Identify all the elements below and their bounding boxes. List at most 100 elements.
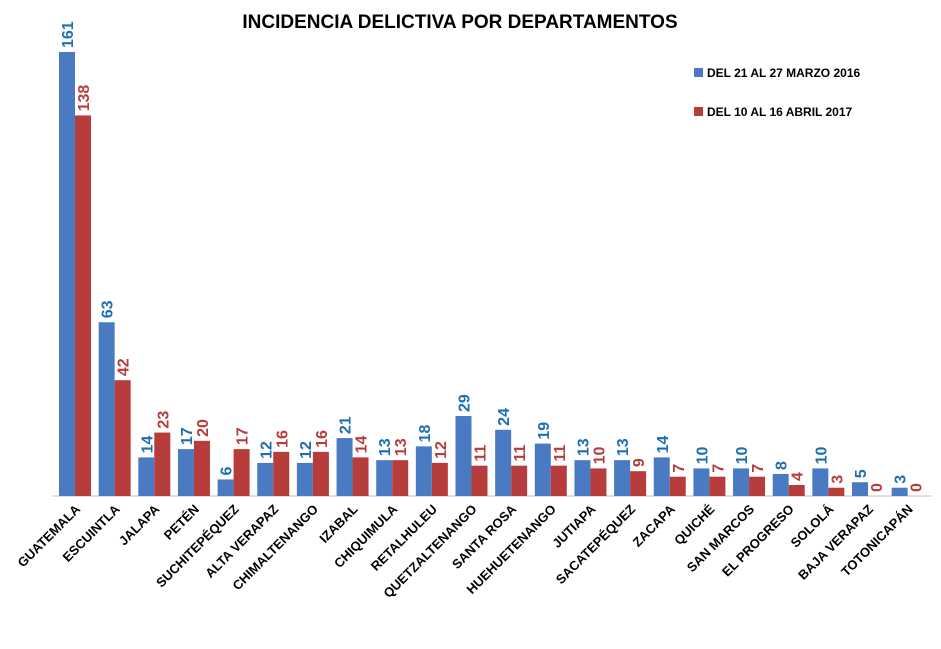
value-label-series-2-9: 12 — [433, 441, 450, 459]
bar-series-1-4 — [217, 479, 234, 496]
value-label-series-2-21: 0 — [909, 483, 926, 492]
chart-title: INCIDENCIA DELICTIVA POR DEPARTAMENTOS — [242, 12, 677, 33]
bar-series-1-3 — [177, 449, 194, 496]
bar-series-1-20 — [852, 482, 868, 496]
bar-series-2-16 — [709, 476, 726, 496]
category-labels-group: GUATEMALAESCUINTLAJALAPAPETÉNSUCHITEPÉQU… — [14, 501, 915, 601]
category-label-18: EL PROGRESO — [719, 502, 797, 580]
bar-series-1-5 — [257, 462, 274, 496]
value-label-series-2-13: 10 — [591, 447, 608, 465]
value-label-series-2-0: 138 — [76, 85, 93, 112]
bar-series-2-4 — [233, 449, 250, 496]
bar-series-2-11 — [511, 465, 528, 496]
value-label-series-2-7: 14 — [354, 435, 371, 453]
bar-series-1-1 — [98, 322, 115, 496]
value-label-series-1-20: 5 — [853, 469, 870, 478]
value-label-series-2-8: 13 — [393, 438, 410, 456]
value-label-series-2-20: 0 — [869, 483, 886, 492]
value-label-series-2-3: 20 — [195, 419, 212, 437]
value-label-series-1-2: 14 — [139, 435, 156, 453]
value-label-series-1-11: 24 — [496, 408, 513, 426]
bar-series-1-0 — [59, 52, 75, 496]
bar-series-1-6 — [296, 462, 313, 496]
legend-label-series-1: DEL 21 AL 27 MARZO 2016 — [707, 66, 860, 80]
bar-series-1-10 — [455, 416, 472, 496]
bar-series-2-7 — [352, 457, 369, 496]
value-label-series-1-7: 21 — [338, 416, 355, 434]
bar-series-1-11 — [495, 429, 512, 496]
value-label-series-2-2: 23 — [155, 411, 172, 429]
value-label-series-1-13: 13 — [575, 438, 592, 456]
value-label-series-1-17: 10 — [734, 447, 751, 465]
value-label-series-2-10: 11 — [473, 445, 490, 462]
value-label-series-2-1: 42 — [116, 358, 133, 376]
value-label-series-2-16: 7 — [710, 464, 727, 473]
value-label-series-1-4: 6 — [219, 466, 236, 475]
category-label-2: JALAPA — [116, 501, 163, 548]
value-label-series-1-14: 13 — [615, 438, 632, 456]
bar-series-1-12 — [534, 443, 551, 496]
bar-series-2-5 — [273, 451, 290, 496]
bar-series-2-9 — [431, 462, 448, 496]
bar-series-1-2 — [138, 457, 155, 496]
value-label-series-2-18: 4 — [790, 472, 807, 481]
bar-series-1-7 — [336, 438, 353, 496]
bar-series-2-10 — [471, 465, 488, 496]
value-label-series-2-17: 7 — [750, 464, 767, 473]
bar-series-2-15 — [669, 476, 686, 496]
bar-series-1-18 — [772, 473, 789, 496]
bar-series-1-13 — [574, 460, 591, 496]
value-label-series-1-8: 13 — [377, 438, 394, 456]
value-label-series-2-4: 17 — [235, 427, 252, 445]
value-label-series-1-6: 12 — [298, 441, 315, 459]
value-label-series-1-19: 10 — [813, 447, 830, 465]
bar-series-1-9 — [415, 446, 432, 496]
bar-series-2-2 — [154, 432, 171, 496]
value-label-series-2-12: 11 — [552, 445, 569, 462]
category-label-15: ZACAPA — [630, 501, 679, 550]
bar-series-2-12 — [550, 465, 567, 496]
value-label-series-1-16: 10 — [694, 447, 711, 465]
value-label-series-2-15: 7 — [671, 464, 688, 473]
value-label-series-2-14: 9 — [631, 458, 648, 467]
value-label-series-1-1: 63 — [100, 300, 117, 318]
bar-series-2-17 — [749, 476, 766, 496]
bar-series-2-13 — [590, 468, 607, 496]
bar-series-2-14 — [630, 471, 647, 496]
bar-series-2-0 — [75, 115, 91, 496]
value-label-series-2-6: 16 — [314, 430, 331, 448]
bar-series-1-21 — [891, 487, 908, 496]
value-label-series-2-11: 11 — [512, 445, 529, 462]
bar-series-2-1 — [114, 380, 131, 496]
value-label-series-1-15: 14 — [655, 435, 672, 453]
value-label-series-1-9: 18 — [417, 424, 434, 442]
value-label-series-1-18: 8 — [774, 461, 791, 470]
bar-series-1-16 — [693, 468, 710, 496]
value-label-series-2-5: 16 — [274, 430, 291, 448]
bar-series-2-6 — [312, 451, 329, 496]
bar-series-2-8 — [392, 460, 409, 496]
value-label-series-1-0: 161 — [60, 21, 77, 48]
value-label-series-1-10: 29 — [457, 394, 474, 412]
legend-label-series-2: DEL 10 AL 16 ABRIL 2017 — [707, 105, 853, 119]
category-label-21: TOTONICAPÁN — [838, 502, 916, 580]
bar-series-2-3 — [193, 440, 210, 496]
legend: DEL 21 AL 27 MARZO 2016 DEL 10 AL 16 ABR… — [694, 66, 860, 119]
value-label-series-1-21: 3 — [893, 475, 910, 484]
bar-series-2-19 — [828, 487, 845, 496]
value-label-series-1-5: 12 — [258, 441, 275, 459]
value-label-series-1-12: 19 — [536, 422, 553, 440]
legend-swatch-series-1 — [694, 68, 703, 77]
bar-series-1-15 — [653, 457, 670, 496]
bars-group — [59, 52, 908, 496]
legend-swatch-series-2 — [694, 107, 703, 116]
bar-series-2-18 — [788, 484, 805, 496]
bar-series-1-19 — [812, 468, 829, 496]
bar-series-1-17 — [733, 468, 750, 496]
bar-series-1-14 — [614, 460, 631, 496]
value-label-series-1-3: 17 — [179, 427, 196, 445]
value-label-series-2-19: 3 — [829, 475, 846, 484]
bar-series-1-8 — [376, 460, 393, 496]
